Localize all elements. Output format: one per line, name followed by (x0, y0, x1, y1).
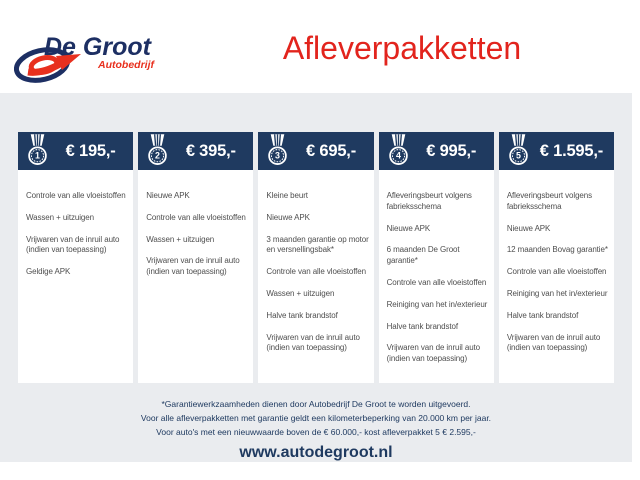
package-item: 3 maanden garantie op motor en versnelli… (266, 234, 369, 255)
package-item: Vrijwaren van de inruil auto (indien van… (26, 234, 120, 255)
header: De Groot Autobedrijf Afleverpakketten (0, 0, 640, 93)
svg-text:4: 4 (396, 151, 401, 161)
packages-row: 1 € 195,- Controle van alle vloeistoffen… (0, 93, 632, 383)
medal-icon: 5 (509, 134, 528, 165)
package-item: Halve tank brandstof (266, 310, 338, 320)
package-item: Controle van alle vloeistoffen (506, 267, 607, 277)
package-item: Halve tank brandstof (386, 321, 458, 331)
package-header: 2 € 395,- (138, 132, 254, 170)
package-item: Nieuwe APK (386, 223, 431, 233)
medal-icon: 3 (268, 134, 288, 165)
de-groot-logo-icon: De Groot Autobedrijf (13, 33, 155, 83)
footnote-line-1: *Garantiewerkzaamheden dienen door Autob… (161, 399, 471, 409)
package-card: 1 € 195,- Controle van alle vloeistoffen… (18, 132, 134, 383)
package-header: 4 € 995,- (378, 132, 494, 170)
package-items: Nieuwe APK Controle van alle vloeistoffen… (138, 170, 253, 383)
packages-panel: 1 € 195,- Controle van alle vloeistoffen… (0, 93, 632, 462)
brand-name: De Groot (44, 33, 153, 61)
brand-subtitle: Autobedrijf (97, 59, 155, 71)
package-item: Afleveringsbeurt volgens fabrieksschema (506, 191, 593, 211)
footnote-line-3: Voor auto's met een nieuwwaarde boven de… (156, 427, 476, 437)
package-item: Vrijwaren van de inruil auto (indien van… (506, 332, 601, 353)
package-header: 5 € 1.595,- (498, 132, 615, 170)
package-price: € 195,- (65, 141, 116, 160)
package-item: Controle van alle vloeistoffen (386, 277, 487, 287)
package-item: Reiniging van het in/exterieur (386, 299, 488, 309)
package-item: Halve tank brandstof (506, 310, 579, 320)
package-item: Wassen + uitzuigen (266, 288, 335, 298)
package-items: Afleveringsbeurt volgens fabrieksschema N… (379, 170, 494, 383)
svg-text:5: 5 (516, 151, 521, 161)
package-items: Afleveringsbeurt volgens fabrieksschema N… (499, 170, 614, 383)
svg-text:2: 2 (155, 151, 160, 161)
package-item: Controle van alle vloeistoffen (26, 191, 126, 200)
package-item: 12 maanden Bovag garantie* (506, 245, 608, 255)
medal-icon: 1 (28, 134, 47, 165)
package-item: Vrijwaren van de inruil auto (indien van… (386, 343, 481, 364)
package-item: Wassen + uitzuigen (26, 212, 94, 222)
package-price: € 1.595,- (539, 141, 604, 160)
package-item: Nieuwe APK (266, 212, 310, 222)
brand-logo: De Groot Autobedrijf (13, 24, 164, 93)
svg-text:3: 3 (275, 151, 280, 161)
bottom-margin (0, 462, 640, 480)
package-card: 3 € 695,- Kleine beurt Nieuwe APK 3 maande… (258, 132, 374, 383)
package-item: Controle van alle vloeistoffen (146, 212, 246, 222)
package-item: Controle van alle vloeistoffen (266, 267, 366, 277)
website-url[interactable]: www.autodegroot.nl (239, 444, 393, 461)
package-item: Vrijwaren van de inruil auto (indien van… (266, 332, 360, 353)
package-item: Wassen + uitzuigen (146, 234, 215, 244)
package-item: Afleveringsbeurt volgens fabrieksschema (386, 191, 472, 211)
package-price: € 995,- (426, 141, 477, 160)
package-card: 4 € 995,- Afleveringsbeurt volgens fabri… (378, 132, 494, 383)
package-card: 2 € 395,- Nieuwe APK Controle van alle vl… (138, 132, 254, 383)
page-title: Afleverpakketten (282, 30, 522, 66)
package-item: Vrijwaren van de inruil auto (indien van… (146, 256, 240, 277)
package-item: 6 maanden De Groot garantie* (386, 245, 460, 266)
package-item: Nieuwe APK (506, 223, 551, 233)
package-item: Geldige APK (26, 267, 71, 277)
package-header: 3 € 695,- (258, 132, 374, 170)
package-card: 5 € 1.595,- Afleveringsbeurt volgens fab… (498, 132, 615, 383)
medal-icon: 4 (388, 134, 408, 165)
package-header: 1 € 195,- (18, 132, 134, 170)
package-items: Controle van alle vloeistoffen Wassen + u… (18, 170, 133, 383)
footnote-line-2: Voor alle afleverpakketten met garantie … (140, 413, 492, 423)
package-item: Kleine beurt (266, 191, 308, 200)
package-items: Kleine beurt Nieuwe APK 3 maanden garantie… (258, 170, 373, 383)
medal-icon: 2 (148, 134, 167, 165)
footnotes: *Garantiewerkzaamheden dienen door Autob… (0, 397, 632, 439)
svg-text:1: 1 (35, 151, 40, 161)
package-item: Nieuwe APK (146, 191, 190, 200)
package-price: € 695,- (306, 141, 356, 160)
package-item: Reiniging van het in/exterieur (506, 288, 608, 298)
package-price: € 395,- (185, 141, 236, 160)
